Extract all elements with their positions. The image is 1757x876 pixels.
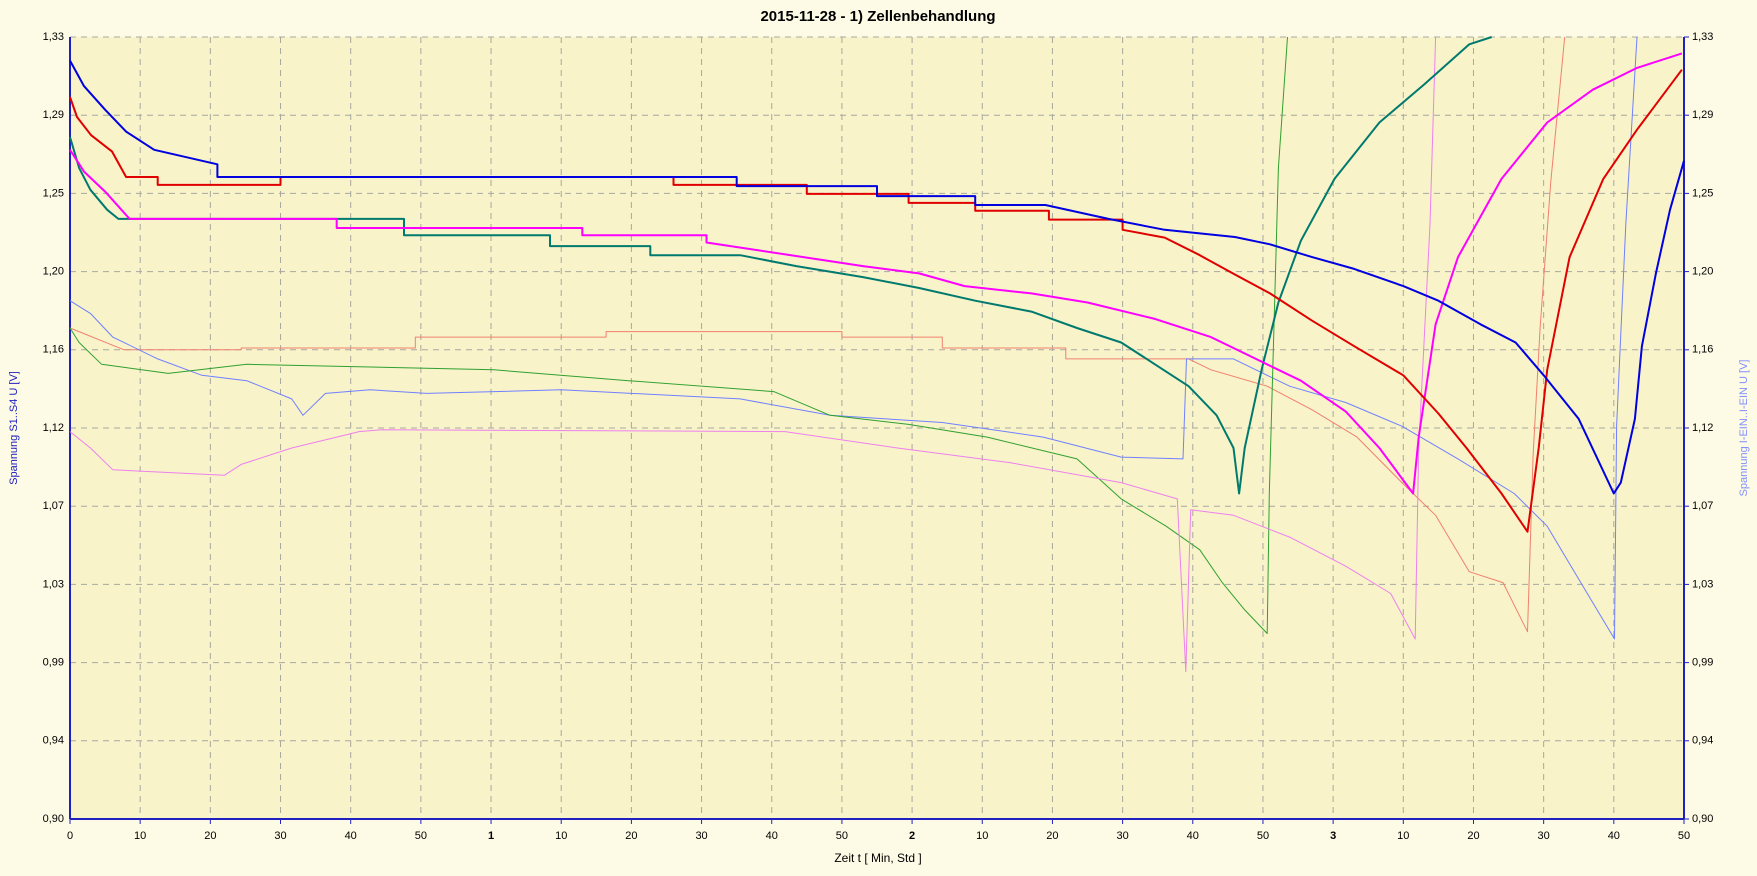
series-line: [69, 36, 1566, 633]
y-tick-label: 1,03: [43, 578, 64, 590]
y2-axis-title: Spannung I-EIN..I-EIN U [V]: [1738, 360, 1750, 497]
x-tick-label: 1: [488, 830, 494, 842]
x-tick-label: 30: [1116, 830, 1128, 842]
y2-tick-label: 1,33: [1692, 31, 1713, 43]
y2-tick-label: 0,99: [1692, 657, 1713, 669]
x-tick-label: 40: [1608, 830, 1620, 842]
y-tick-label: 1,33: [43, 31, 64, 43]
y-tick-label: 1,07: [43, 500, 64, 512]
y-tick-label: 0,94: [43, 735, 64, 747]
y2-tick-label: 1,16: [1692, 344, 1713, 356]
x-tick-label: 30: [695, 830, 707, 842]
series-line: [69, 36, 1493, 495]
y2-tick-label: 1,25: [1692, 187, 1713, 199]
y-tick-label: 1,16: [43, 344, 64, 356]
x-tick-label: 40: [1187, 830, 1199, 842]
series-line: [69, 36, 1437, 673]
x-tick-label: 20: [625, 830, 637, 842]
x-tick-label: 40: [345, 830, 357, 842]
y2-tick-label: 1,20: [1692, 266, 1713, 278]
x-tick-label: 10: [555, 830, 567, 842]
series-line: [69, 36, 1288, 634]
y2-tick-label: 1,07: [1692, 500, 1713, 512]
x-tick-label: 3: [1330, 830, 1336, 842]
y2-tick-label: 1,03: [1692, 578, 1713, 590]
x-tick-label: 50: [836, 830, 848, 842]
x-tick-label: 50: [415, 830, 427, 842]
x-tick-label: 10: [134, 830, 146, 842]
x-tick-label: 2: [909, 830, 915, 842]
x-axis-title: Zeit t [ Min, Std ]: [834, 851, 921, 865]
x-tick-label: 50: [1257, 830, 1269, 842]
y-tick-label: 0,99: [43, 657, 64, 669]
y-tick-label: 0,90: [43, 813, 64, 825]
x-tick-label: 10: [976, 830, 988, 842]
y-axis-title: Spannung S1..S4 U [V]: [8, 371, 20, 485]
y-tick-label: 1,25: [43, 187, 64, 199]
x-tick-label: 30: [1538, 830, 1550, 842]
y2-tick-label: 1,29: [1692, 109, 1713, 121]
series-line: [69, 52, 1683, 495]
y-tick-label: 1,20: [43, 266, 64, 278]
chart-title: 2015-11-28 - 1) Zellenbehandlung: [760, 8, 995, 25]
x-tick-label: 20: [1046, 830, 1058, 842]
y2-tick-label: 0,94: [1692, 735, 1713, 747]
y2-tick-label: 1,12: [1692, 422, 1713, 434]
x-tick-label: 10: [1397, 830, 1409, 842]
y-tick-label: 1,12: [43, 422, 64, 434]
y-tick-label: 1,29: [43, 109, 64, 121]
x-tick-label: 30: [274, 830, 286, 842]
x-tick-label: 0: [67, 830, 73, 842]
x-tick-label: 20: [204, 830, 216, 842]
series-line: [69, 36, 1638, 640]
series-line: [69, 69, 1683, 533]
x-tick-label: 20: [1467, 830, 1479, 842]
series-line: [69, 60, 1685, 495]
y2-tick-label: 0,90: [1692, 813, 1713, 825]
x-tick-label: 40: [766, 830, 778, 842]
x-tick-label: 50: [1678, 830, 1690, 842]
